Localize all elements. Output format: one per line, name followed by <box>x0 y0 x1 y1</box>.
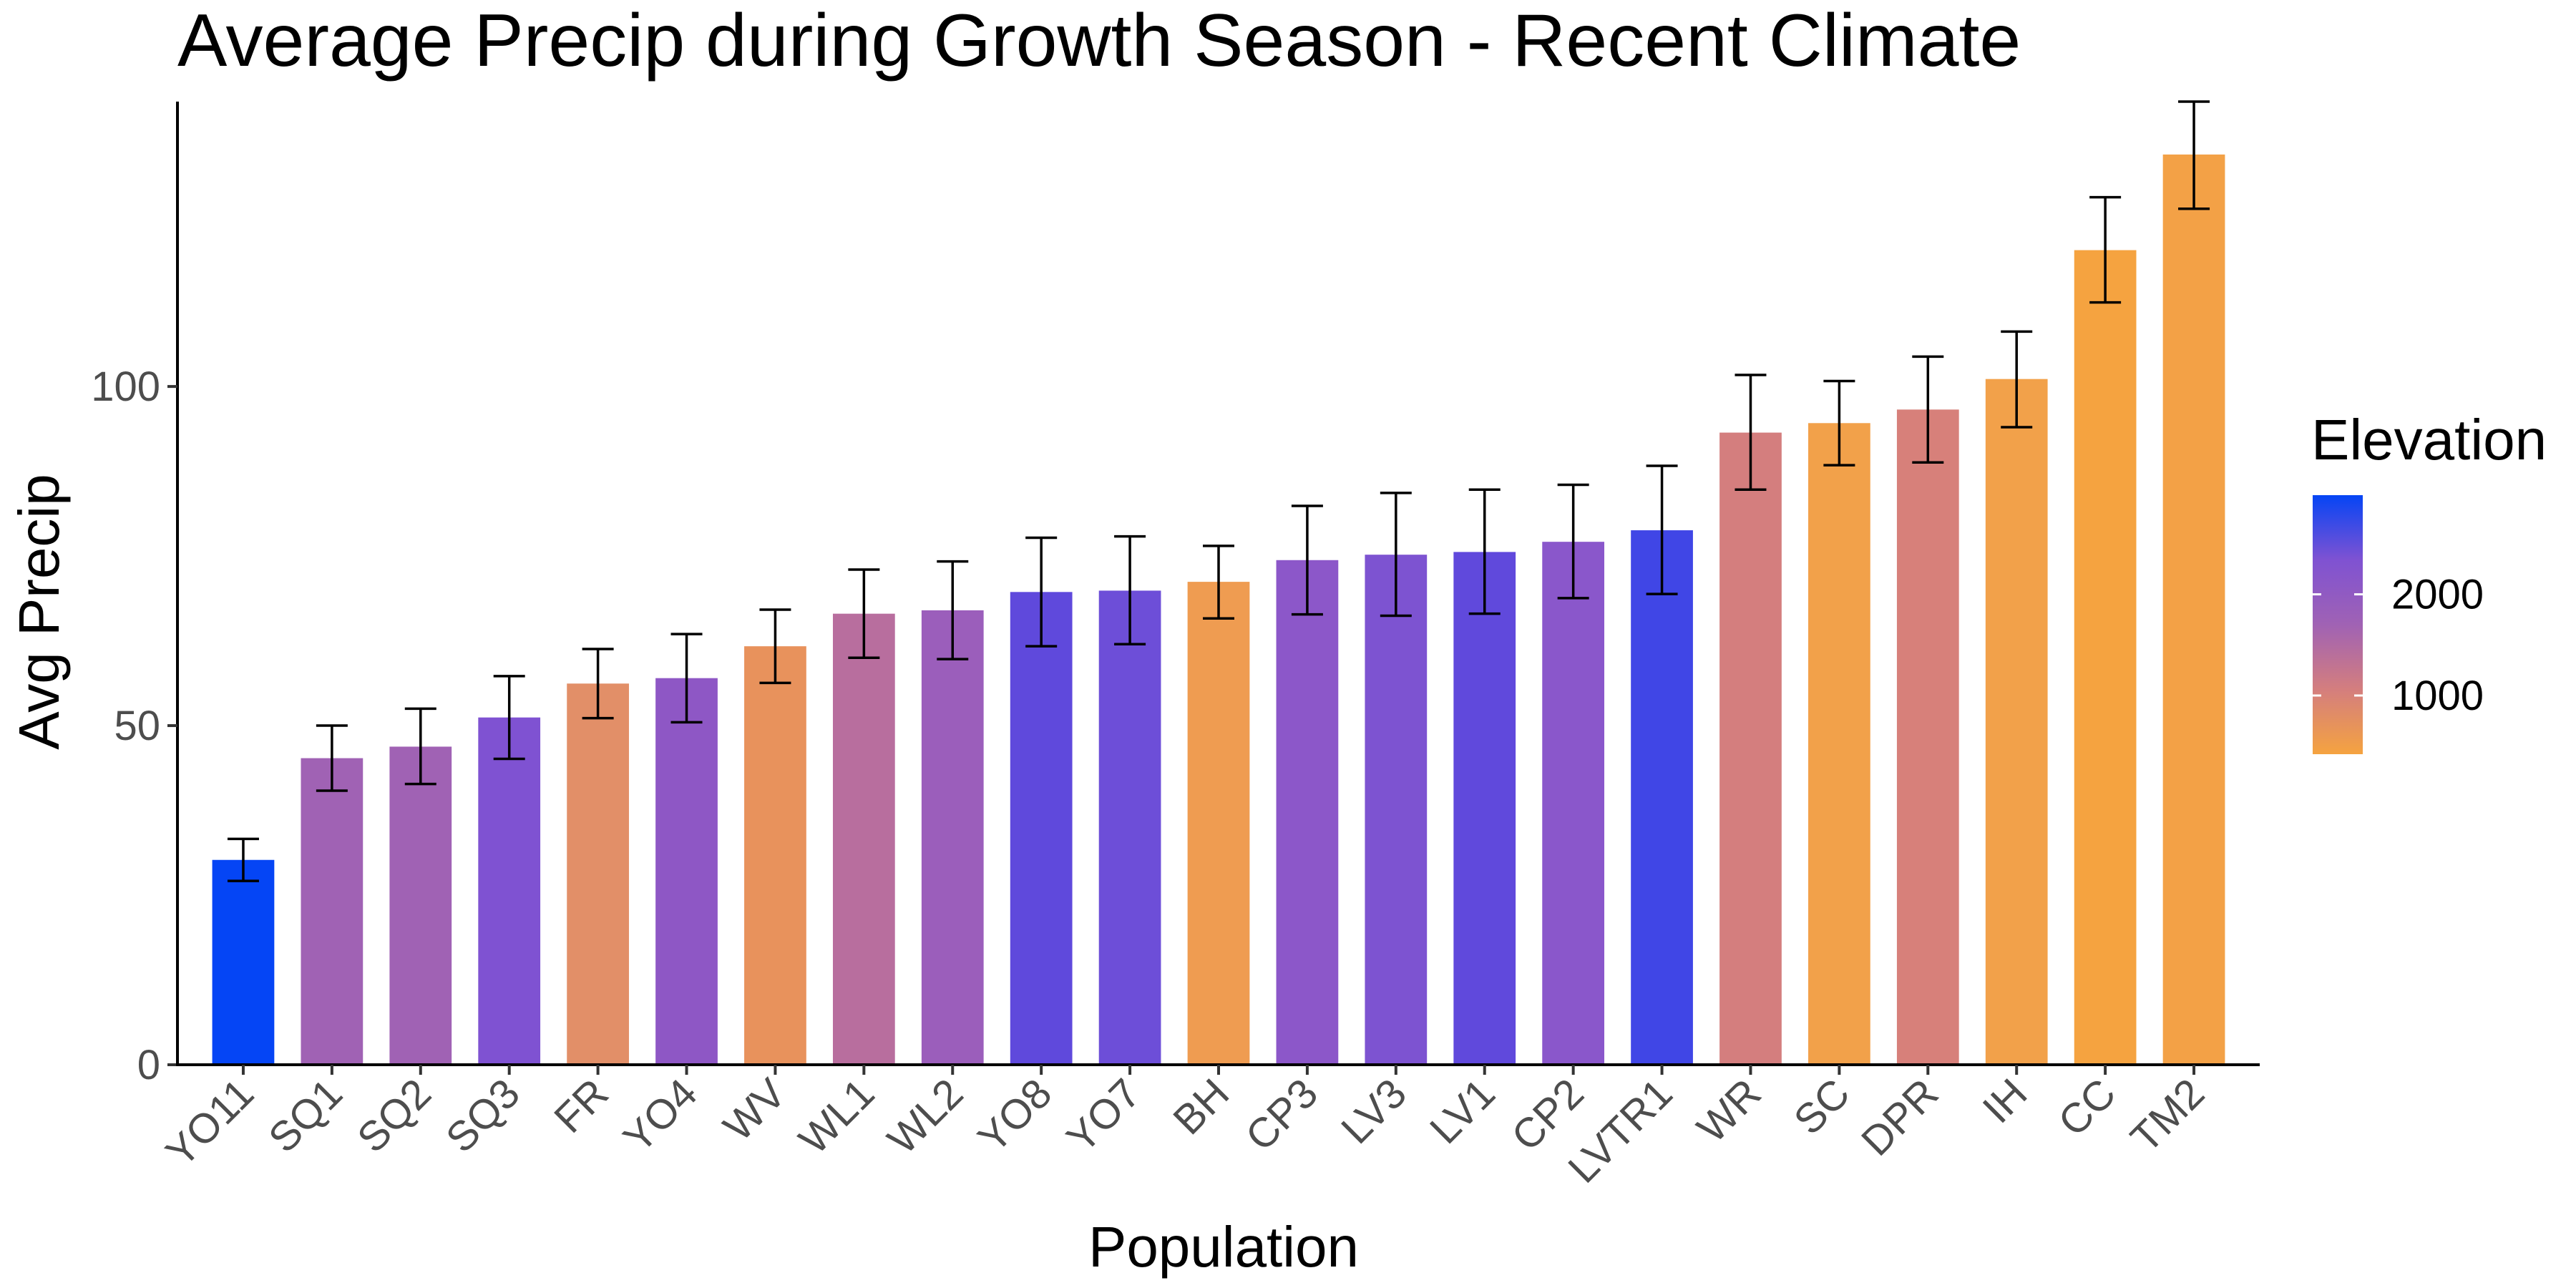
y-tick-label: 100 <box>91 364 160 410</box>
bar-sc <box>1808 423 1870 1065</box>
bar-lv3 <box>1365 555 1428 1065</box>
legend-tick-label: 1000 <box>2391 673 2484 719</box>
bar-yo4 <box>655 678 718 1065</box>
bar-wr <box>1719 432 1782 1065</box>
y-ticks: 0 50 100 <box>91 364 177 1088</box>
y-tick-label: 50 <box>114 703 160 749</box>
bar-lvtr1 <box>1631 530 1693 1065</box>
error-bar-sc <box>1823 379 1855 467</box>
bar-yo8 <box>1010 592 1073 1065</box>
bar-sq3 <box>478 717 541 1065</box>
x-tick-label: YO11 <box>157 1070 263 1176</box>
bar-wl1 <box>832 613 895 1065</box>
error-bar-sq2 <box>404 707 436 786</box>
x-tick-label: WV <box>715 1070 795 1150</box>
chart-title: Average Precip during Growth Season - Re… <box>177 0 2021 82</box>
x-tick-label: SQ1 <box>260 1070 351 1161</box>
legend: Elevation 2000 1000 <box>2311 408 2547 754</box>
error-bar-cc <box>2089 195 2122 304</box>
x-tick-label: LV3 <box>1332 1070 1415 1153</box>
x-tick-label: YO8 <box>969 1070 1060 1161</box>
error-bar-lv3 <box>1380 492 1412 618</box>
bar-cp3 <box>1276 560 1339 1065</box>
x-tick-label: SC <box>1785 1070 1859 1143</box>
error-bar-yo11 <box>227 837 259 882</box>
bar-cc <box>2074 250 2137 1065</box>
bar-dpr <box>1896 409 1959 1065</box>
bar-wl2 <box>921 610 984 1065</box>
error-bar-bh <box>1203 545 1234 620</box>
y-axis: 0 50 100 <box>91 102 179 1088</box>
bar-ih <box>1985 379 2048 1065</box>
bars-group <box>212 154 2225 1065</box>
error-bar-cp3 <box>1291 504 1323 616</box>
error-bar-sq1 <box>316 724 348 792</box>
x-tick-label: LV1 <box>1421 1070 1504 1153</box>
x-tick-label: YO4 <box>615 1070 706 1161</box>
error-bar-lvtr1 <box>1646 464 1678 595</box>
bar-wv <box>744 646 806 1065</box>
x-tick-label: SQ2 <box>348 1070 440 1161</box>
error-bar-yo7 <box>1114 535 1146 646</box>
y-tick-label: 0 <box>137 1042 160 1088</box>
error-bar-wl1 <box>848 568 880 660</box>
bar-sq1 <box>301 758 364 1065</box>
y-axis-title: Avg Precip <box>7 474 71 749</box>
x-tick-label: CC <box>2049 1070 2124 1145</box>
x-axis-title: Population <box>1088 1215 1359 1279</box>
x-tick-label: FR <box>545 1070 618 1142</box>
bar-bh <box>1187 582 1250 1065</box>
bar-yo11 <box>212 859 275 1065</box>
error-bars-group <box>227 100 2210 882</box>
legend-tick-label: 2000 <box>2391 572 2484 618</box>
legend-ticks: 2000 1000 <box>2313 572 2484 719</box>
error-bar-sq3 <box>493 675 525 761</box>
x-tick-label: DPR <box>1853 1070 1948 1165</box>
bar-lv1 <box>1453 552 1516 1065</box>
bar-cp2 <box>1542 542 1605 1065</box>
error-bar-tm2 <box>2178 100 2210 210</box>
bar-yo7 <box>1098 590 1161 1065</box>
x-tick-label: WL2 <box>879 1070 972 1163</box>
error-bar-ih <box>2001 330 2033 429</box>
x-tick-label: IH <box>1974 1070 2036 1132</box>
error-bar-cp2 <box>1557 483 1589 600</box>
x-tick-label: CP3 <box>1236 1070 1327 1160</box>
error-bar-lv1 <box>1468 488 1501 615</box>
error-bar-yo8 <box>1025 536 1058 648</box>
legend-colorbar <box>2313 495 2363 754</box>
x-tick-label: SQ3 <box>437 1070 529 1161</box>
error-bar-fr <box>582 648 614 720</box>
bar-sq2 <box>389 746 452 1065</box>
plot-area <box>212 100 2225 1065</box>
error-bar-dpr <box>1912 355 1944 464</box>
error-bar-wv <box>759 608 791 685</box>
error-bar-wl2 <box>937 560 969 660</box>
bar-tm2 <box>2162 154 2225 1065</box>
bar-fr <box>567 683 629 1065</box>
x-tick-label: BH <box>1164 1070 1238 1143</box>
x-tick-label: WL1 <box>790 1070 883 1163</box>
error-bar-yo4 <box>670 633 703 724</box>
legend-title: Elevation <box>2311 408 2547 472</box>
x-tick-label: YO7 <box>1058 1070 1149 1161</box>
x-tick-label: WR <box>1688 1070 1770 1151</box>
x-tick-label: TM2 <box>2122 1070 2213 1161</box>
error-bar-wr <box>1735 374 1767 491</box>
